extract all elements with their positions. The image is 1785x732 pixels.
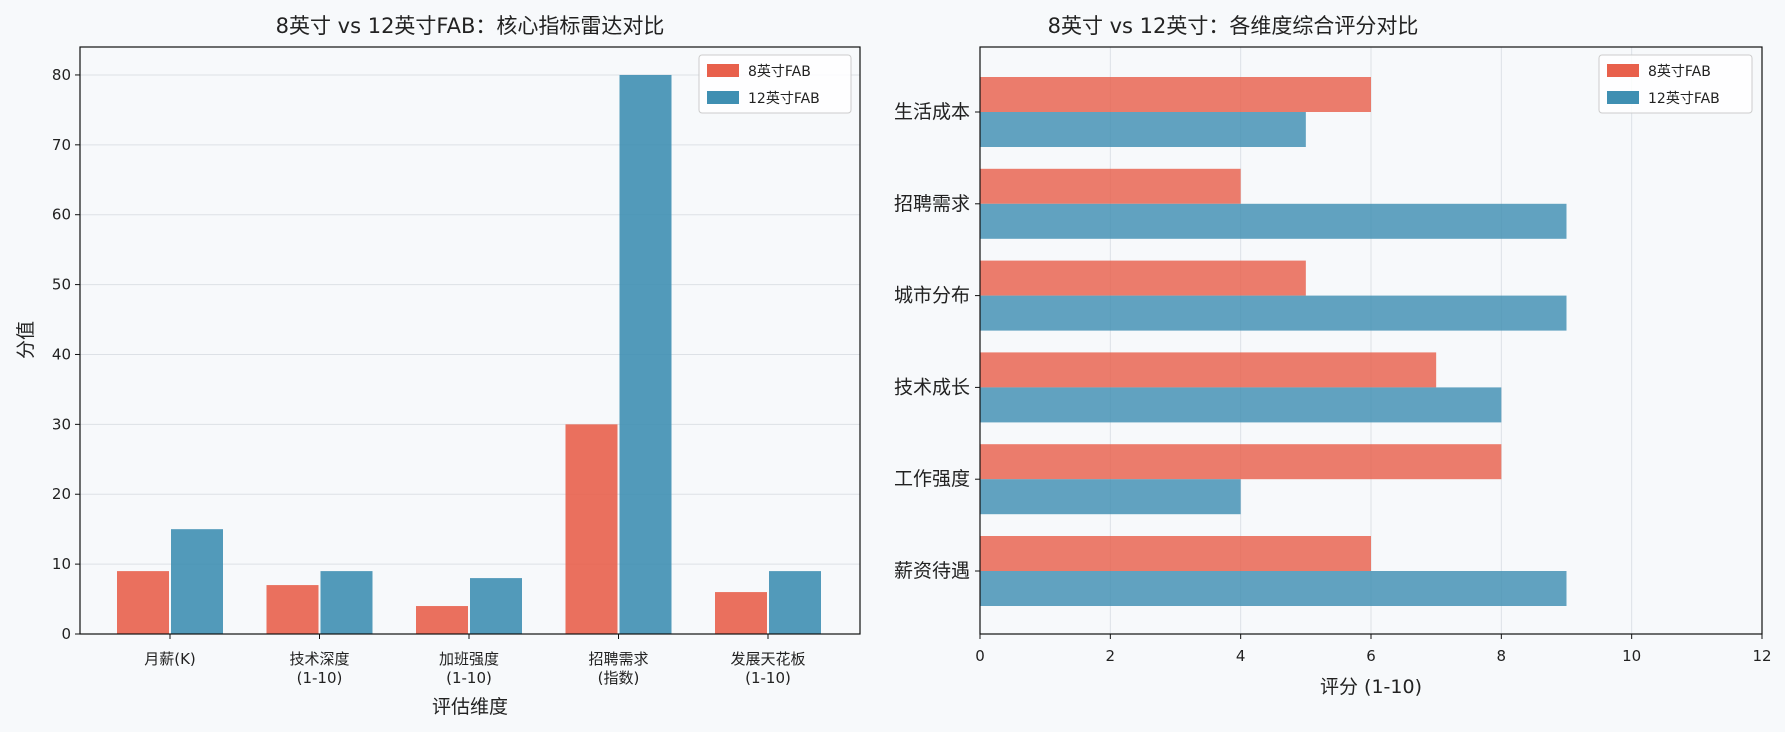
right-bars bbox=[980, 77, 1567, 606]
left-bar-12inch bbox=[769, 571, 821, 634]
right-legend-swatch-8inch bbox=[1607, 64, 1639, 77]
left-bar-8inch bbox=[266, 585, 319, 634]
right-y-tick-label: 生活成本 bbox=[894, 101, 970, 123]
left-x-tick-label: 发展天花板 bbox=[730, 650, 805, 668]
right-y-tick-label: 城市分布 bbox=[894, 285, 970, 307]
right-x-axis-label: 评分 (1-10) bbox=[1320, 676, 1422, 698]
right-bar-12inch bbox=[980, 387, 1502, 423]
left-x-ticks: 月薪(K) 技术深度(1-10)加班强度(1-10)招聘需求(指数)发展天花板(1… bbox=[144, 634, 806, 687]
left-y-tick-label: 50 bbox=[52, 276, 71, 294]
left-bar-12inch bbox=[320, 571, 373, 634]
left-bar-12inch bbox=[470, 578, 522, 634]
left-x-tick-label: 招聘需求 bbox=[588, 650, 648, 668]
right-y-tick-label: 工作强度 bbox=[894, 468, 970, 490]
left-y-axis-label: 分值 bbox=[15, 321, 37, 359]
left-x-tick-label: (指数) bbox=[598, 669, 640, 687]
left-bar-8inch bbox=[715, 592, 767, 634]
right-bar-8inch bbox=[980, 260, 1306, 296]
right-bar-8inch bbox=[980, 444, 1502, 480]
left-x-tick-label: 加班强度 bbox=[439, 650, 499, 668]
left-bar-8inch bbox=[565, 424, 618, 634]
right-x-tick-label: 10 bbox=[1622, 647, 1641, 665]
left-legend: 8英寸FAB 12英寸FAB bbox=[698, 54, 852, 114]
left-y-tick-label: 20 bbox=[52, 485, 71, 503]
left-bar-8inch bbox=[416, 606, 468, 634]
right-bar-8inch bbox=[980, 77, 1371, 112]
left-x-tick-label: 月薪(K) bbox=[144, 650, 196, 668]
left-y-tick-label: 80 bbox=[52, 66, 71, 84]
left-y-tick-label: 30 bbox=[52, 415, 71, 433]
right-x-ticks: 0 2 4 6 8 10 12 bbox=[975, 634, 1772, 665]
right-y-ticks: 薪资待遇 工作强度 技术成长 城市分布 招聘需求 生活成本 bbox=[894, 101, 980, 582]
left-legend-label-8inch: 8英寸FAB bbox=[748, 63, 811, 80]
right-bar-12inch bbox=[980, 112, 1306, 147]
right-legend-label-8inch: 8英寸FAB bbox=[1648, 63, 1711, 80]
right-chart: 8英寸 vs 12英寸：各维度综合评分对比 薪资待遇 工作强度 技术成长 城市分布 招聘… bbox=[894, 14, 1772, 698]
right-legend-label-12inch: 12英寸FAB bbox=[1648, 90, 1720, 107]
right-x-tick-label: 8 bbox=[1497, 647, 1507, 665]
right-bar-12inch bbox=[980, 571, 1567, 606]
left-y-ticks: 0 10 20 30 40 50 60 70 80 bbox=[52, 66, 80, 643]
left-chart: 8英寸 vs 12英寸FAB：核心指标雷达对比 0 10 20 30 40 50 60 70 8… bbox=[15, 14, 861, 718]
right-chart-title: 8英寸 vs 12英寸：各维度综合评分对比 bbox=[1048, 14, 1419, 38]
left-y-tick-label: 40 bbox=[52, 345, 71, 363]
right-x-tick-label: 2 bbox=[1106, 647, 1116, 665]
right-y-tick-label: 技术成长 bbox=[894, 376, 970, 398]
right-x-tick-label: 4 bbox=[1236, 647, 1246, 665]
left-chart-title: 8英寸 vs 12英寸FAB：核心指标雷达对比 bbox=[276, 14, 665, 38]
right-x-tick-label: 0 bbox=[975, 647, 985, 665]
left-legend-swatch-12inch bbox=[707, 91, 739, 104]
right-x-tick-label: 12 bbox=[1752, 647, 1771, 665]
left-x-tick-label: 技术深度 bbox=[289, 650, 349, 668]
right-legend-swatch-12inch bbox=[1607, 91, 1639, 104]
right-bar-12inch bbox=[980, 203, 1567, 239]
left-y-tick-label: 0 bbox=[61, 625, 71, 643]
right-bar-8inch bbox=[980, 168, 1241, 204]
left-y-tick-label: 70 bbox=[52, 136, 71, 154]
left-bar-12inch bbox=[171, 529, 223, 634]
left-x-axis-label: 评估维度 bbox=[432, 696, 508, 718]
right-bar-12inch bbox=[980, 295, 1567, 331]
left-legend-label-12inch: 12英寸FAB bbox=[748, 90, 820, 107]
left-y-tick-label: 60 bbox=[52, 206, 71, 224]
left-bar-8inch bbox=[117, 571, 169, 634]
right-y-tick-label: 薪资待遇 bbox=[894, 560, 970, 582]
right-bar-8inch bbox=[980, 352, 1437, 388]
left-bars bbox=[117, 74, 821, 634]
left-x-tick-label: (1-10) bbox=[446, 669, 492, 687]
right-y-tick-label: 招聘需求 bbox=[894, 193, 970, 215]
left-bar-12inch bbox=[619, 74, 672, 634]
right-x-tick-label: 6 bbox=[1366, 647, 1376, 665]
right-legend: 8英寸FAB 12英寸FAB bbox=[1598, 54, 1753, 114]
right-bar-12inch bbox=[980, 479, 1241, 515]
left-plot-frame bbox=[79, 46, 861, 635]
left-x-tick-label: (1-10) bbox=[297, 669, 343, 687]
right-bar-8inch bbox=[980, 536, 1371, 571]
left-x-tick-label: (1-10) bbox=[745, 669, 791, 687]
left-legend-swatch-8inch bbox=[707, 64, 739, 77]
left-y-tick-label: 10 bbox=[52, 555, 71, 573]
